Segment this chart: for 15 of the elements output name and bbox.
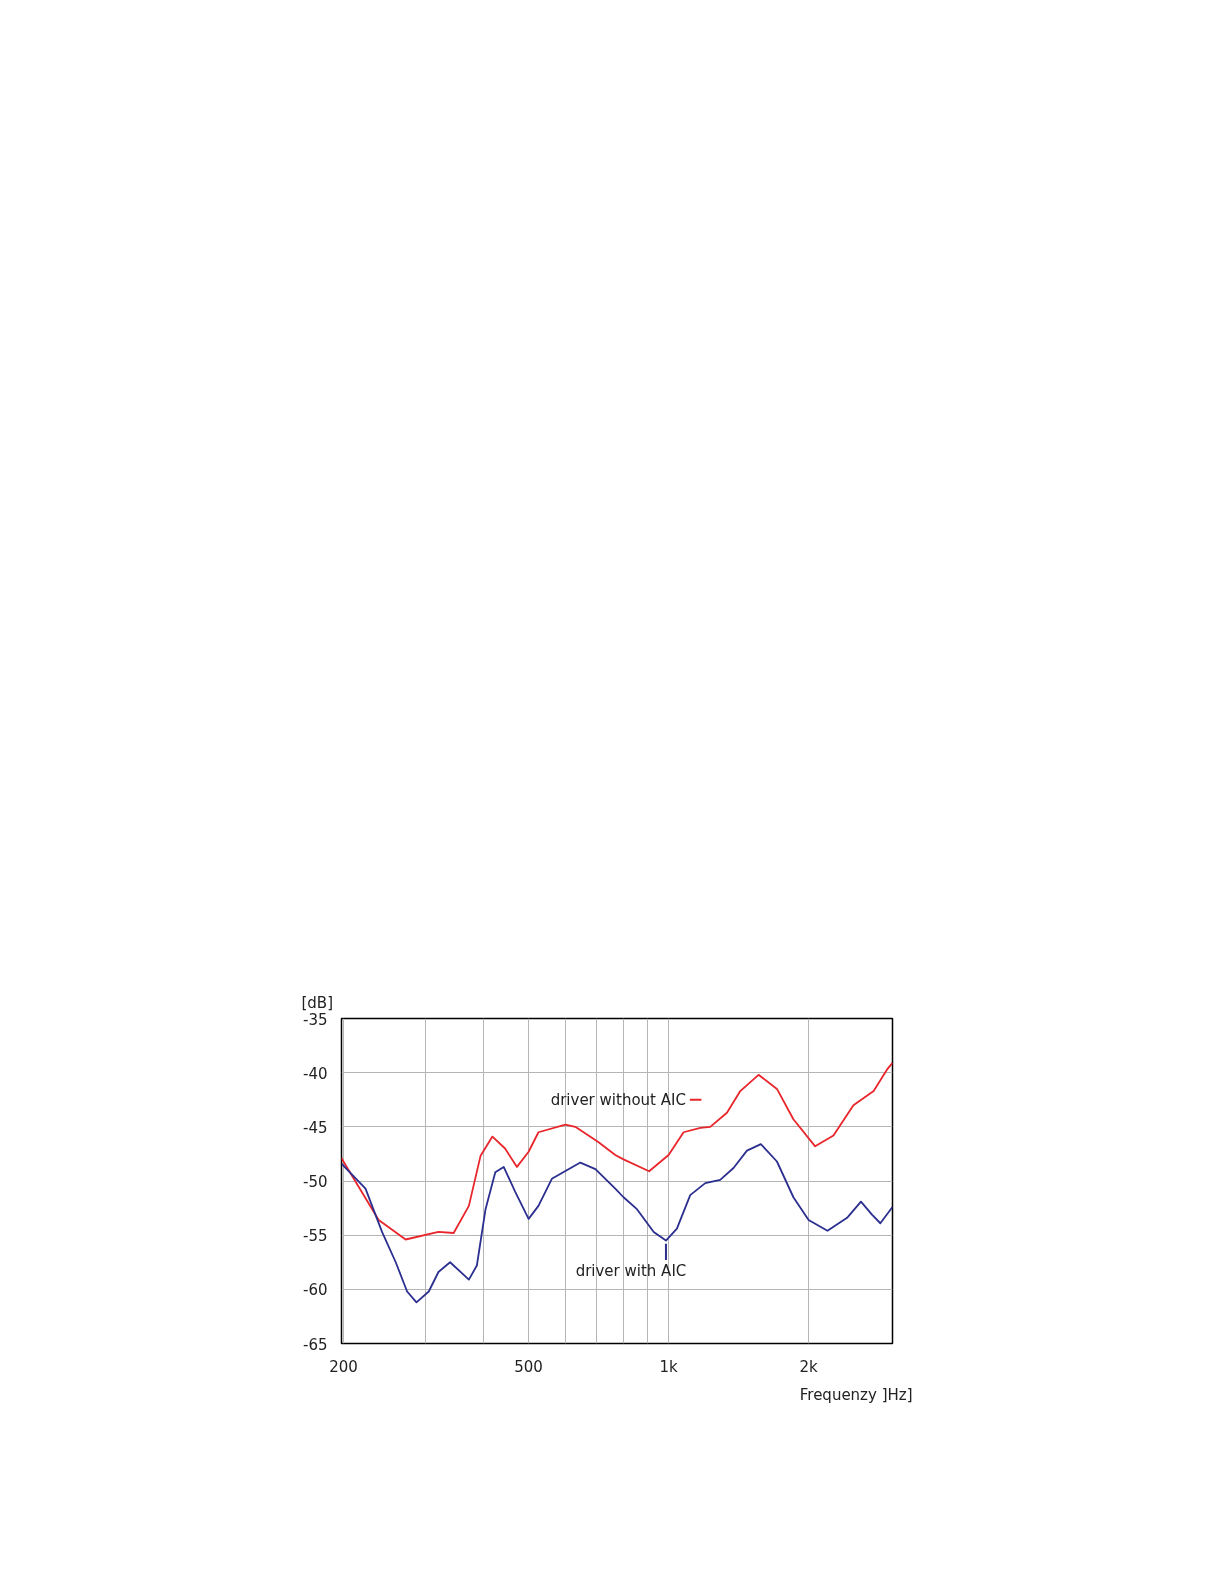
x-tick-label: 1k [659,1357,679,1376]
legend-label: driver without AIC [550,1090,686,1109]
y-tick-label: -60 [303,1281,328,1300]
y-tick-label: -45 [303,1118,328,1137]
y-axis-title: [dB] [301,993,334,1012]
y-tick-label: -40 [303,1064,328,1083]
x-tick-label: 200 [329,1357,358,1376]
x-axis-title: Frequenzy ]Hz] [799,1385,913,1404]
x-tick-label: 500 [514,1357,543,1376]
y-tick-label: -65 [303,1335,328,1354]
series-label: driver with AIC [575,1262,687,1281]
x-tick-label: 2k [799,1357,819,1376]
y-tick-label: -50 [303,1173,328,1191]
y-tick-label: -55 [303,1227,328,1246]
y-tick-label: -35 [303,1010,328,1029]
